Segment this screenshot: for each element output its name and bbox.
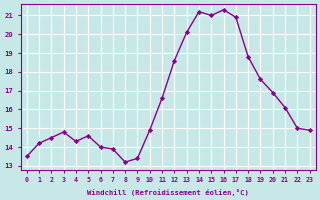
X-axis label: Windchill (Refroidissement éolien,°C): Windchill (Refroidissement éolien,°C) — [87, 189, 249, 196]
